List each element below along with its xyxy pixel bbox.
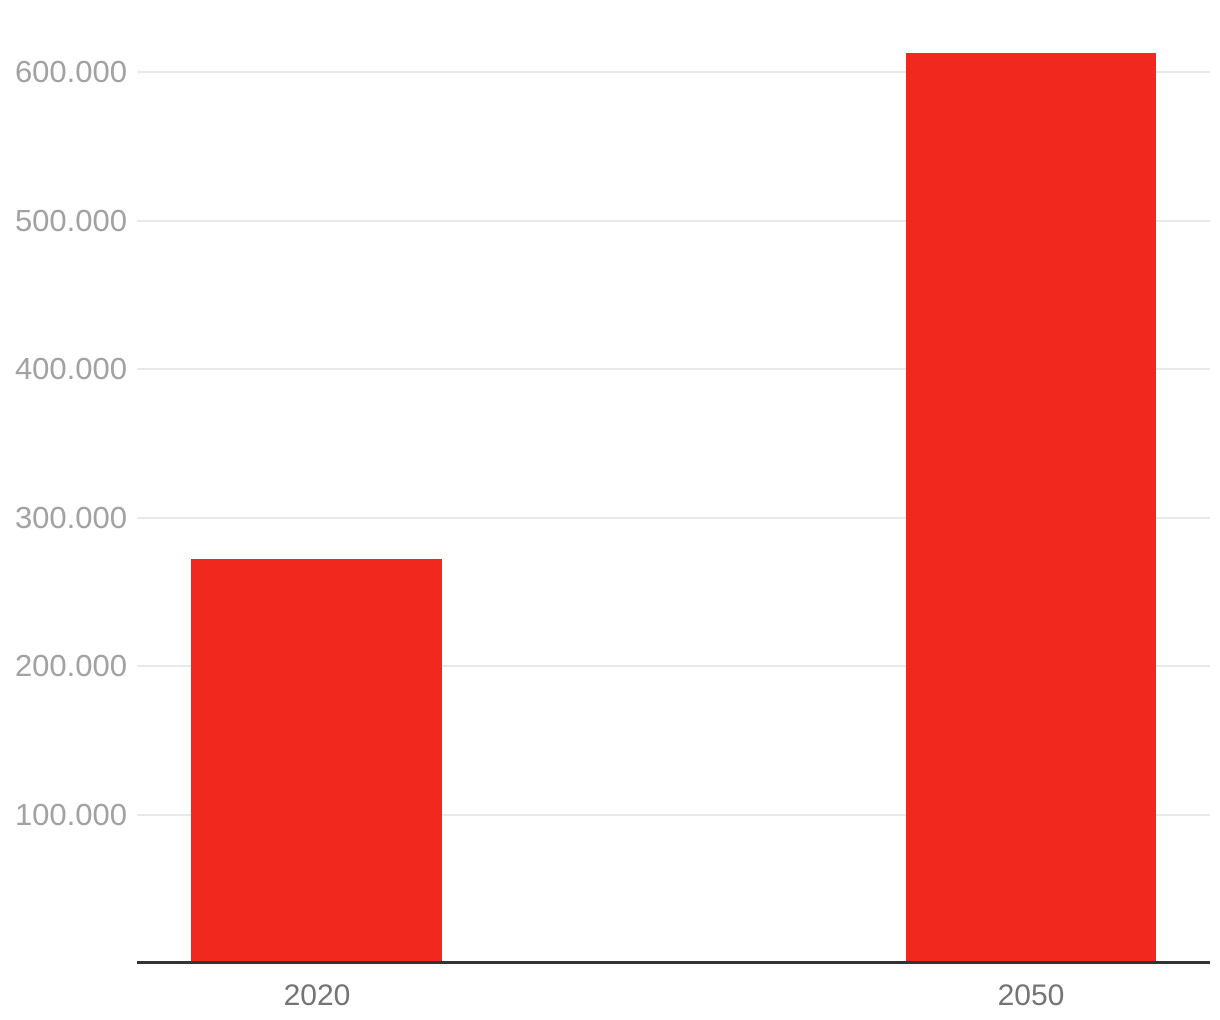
y-tick-label-300000: 300.000 [14, 500, 127, 535]
y-tick-label-200000: 200.000 [14, 648, 127, 683]
y-tick-label-600000: 600.000 [14, 54, 127, 89]
x-axis-label-2020: 2020 [283, 979, 351, 1012]
bar-2020[interactable] [191, 559, 442, 963]
y-tick-label-400000: 400.000 [14, 351, 127, 386]
gridline-100000 [137, 814, 1210, 816]
gridline-400000 [137, 368, 1210, 370]
bar-2050[interactable] [906, 53, 1156, 963]
y-tick-label-100000: 100.000 [14, 797, 127, 832]
x-axis-label-2050: 2050 [997, 979, 1065, 1012]
y-tick-label-500000: 500.000 [14, 203, 127, 238]
gridline-200000 [137, 665, 1210, 667]
gridline-300000 [137, 517, 1210, 519]
x-axis-line [137, 961, 1210, 964]
gridline-500000 [137, 220, 1210, 222]
gridline-600000 [137, 71, 1210, 73]
